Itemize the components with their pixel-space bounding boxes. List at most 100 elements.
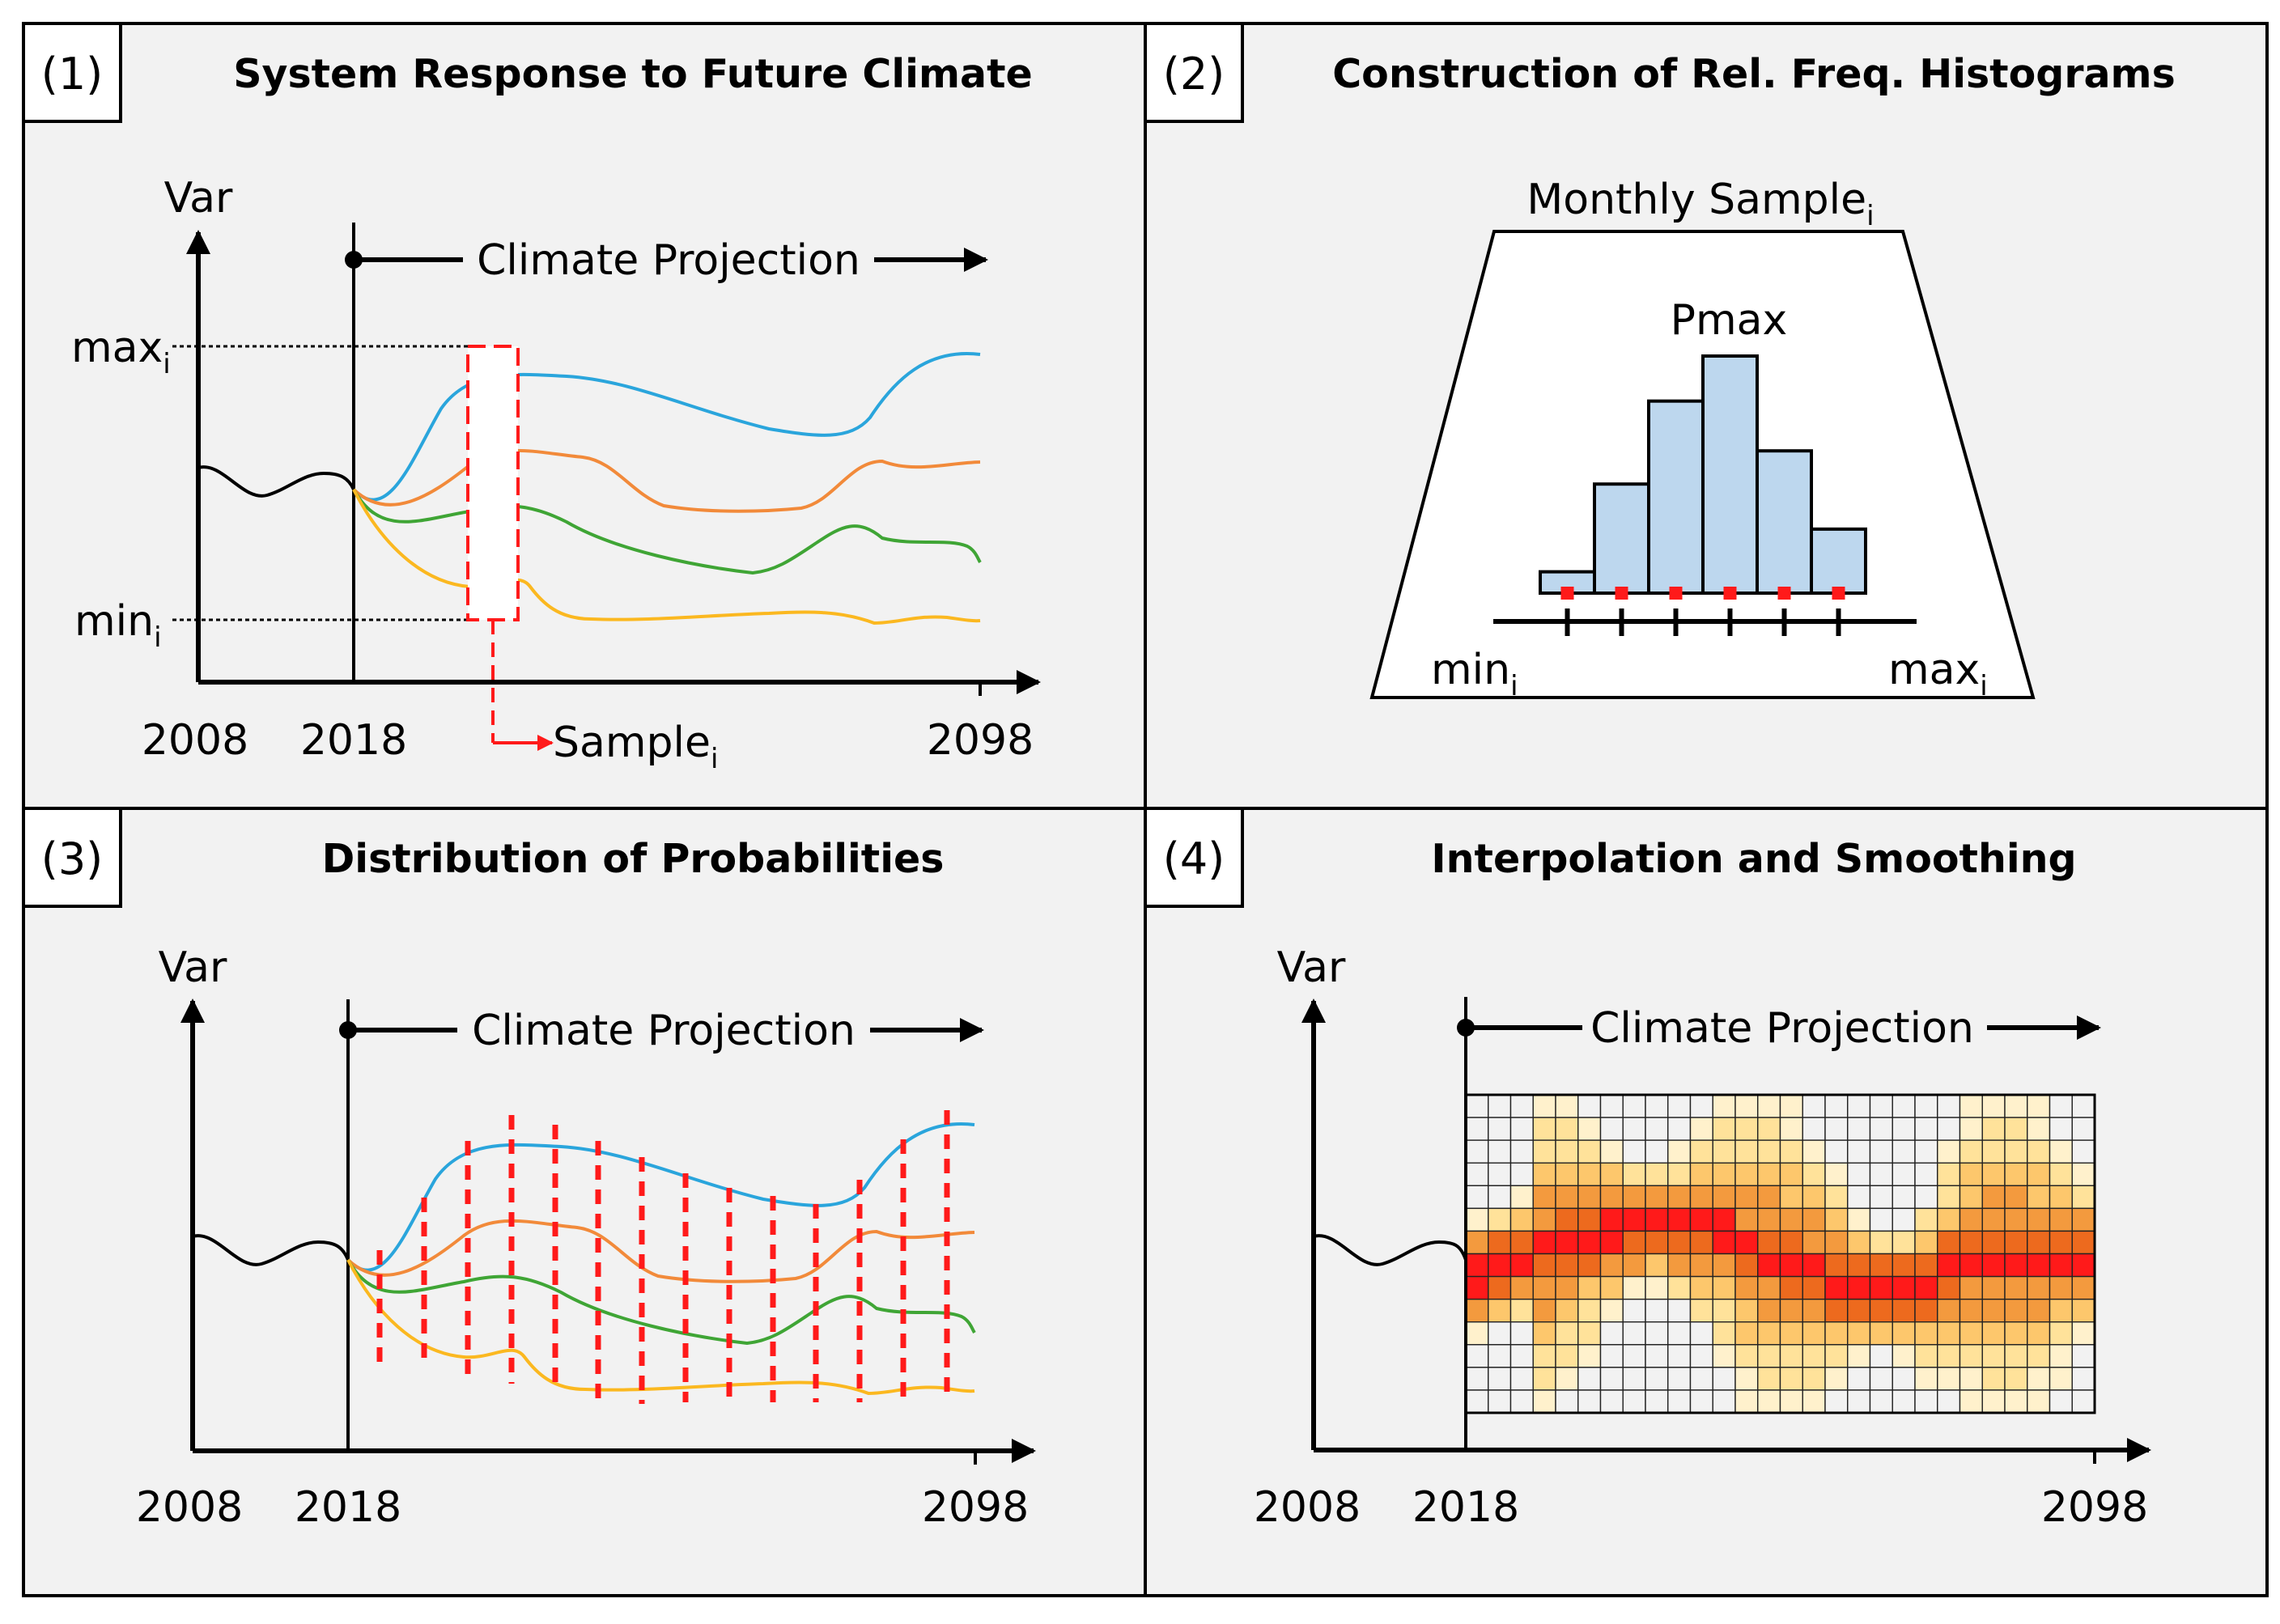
histogram-bar	[1647, 399, 1705, 596]
heat-cell	[1667, 1185, 1692, 1210]
heat-cell	[1532, 1275, 1556, 1300]
heat-cell	[1981, 1321, 2006, 1346]
heat-cell	[1645, 1367, 1669, 1391]
heat-cell	[1577, 1344, 1602, 1368]
heat-cell	[1488, 1389, 1512, 1414]
heat-cell	[1914, 1367, 1938, 1391]
heat-cell	[2027, 1367, 2051, 1391]
heat-cell	[2004, 1207, 2028, 1232]
heat-cell	[1488, 1367, 1512, 1391]
heat-cell	[1689, 1207, 1713, 1232]
heat-cell	[1734, 1162, 1759, 1186]
panel-1-chart: Climate Projection Var maxi mini Samplei…	[71, 174, 1041, 775]
heat-cell	[1802, 1367, 1826, 1391]
heat-cell	[1532, 1321, 1556, 1346]
heat-cell	[1689, 1389, 1713, 1414]
heat-cell	[1645, 1094, 1669, 1118]
heat-cell	[2027, 1321, 2051, 1346]
heat-cell	[1824, 1298, 1849, 1323]
series-orange	[346, 1219, 975, 1283]
heat-cell	[2071, 1094, 2095, 1118]
heat-cell	[1667, 1117, 1692, 1141]
heat-cell	[1577, 1139, 1602, 1164]
heat-cell	[1622, 1185, 1646, 1210]
heat-cell	[1824, 1094, 1849, 1118]
heat-cell	[1509, 1298, 1534, 1323]
heat-cell	[1937, 1344, 1961, 1368]
heat-cell	[1981, 1367, 2006, 1391]
heat-cell	[1622, 1162, 1646, 1186]
heat-cell	[1981, 1207, 2006, 1232]
heat-cell	[1599, 1275, 1624, 1300]
heat-cell	[1869, 1185, 1893, 1210]
heat-cell	[1577, 1298, 1602, 1323]
heat-cell	[1779, 1389, 1803, 1414]
heat-cell	[1914, 1275, 1938, 1300]
heat-cell	[1847, 1253, 1871, 1278]
heat-cell	[1488, 1207, 1512, 1232]
heat-cell	[1914, 1230, 1938, 1255]
heat-cell	[1577, 1207, 1602, 1232]
heat-cell	[2027, 1139, 2051, 1164]
heat-cell	[1645, 1185, 1669, 1210]
heat-cell	[1689, 1094, 1713, 1118]
max-label: maxi	[71, 324, 171, 380]
heat-cell	[2071, 1321, 2095, 1346]
heat-cell	[2027, 1298, 2051, 1323]
heat-cell	[1869, 1344, 1893, 1368]
heat-cell	[2027, 1230, 2051, 1255]
heat-cell	[1757, 1344, 1781, 1368]
heat-cell	[1465, 1298, 1489, 1323]
heat-cell	[1488, 1185, 1512, 1210]
heat-cell	[1959, 1321, 1983, 1346]
heat-cell	[1757, 1367, 1781, 1391]
heat-cell	[1465, 1162, 1489, 1186]
heat-cell	[1532, 1117, 1556, 1141]
heat-cell	[1599, 1139, 1624, 1164]
heat-cell	[1712, 1230, 1736, 1255]
heat-cell	[1465, 1185, 1489, 1210]
heat-cell	[1622, 1207, 1646, 1232]
x-tick-2008: 2008	[136, 1483, 243, 1532]
heat-cell	[2049, 1389, 2073, 1414]
heat-cell	[1869, 1139, 1893, 1164]
heat-cell	[1577, 1162, 1602, 1186]
heat-cell	[1847, 1344, 1871, 1368]
heat-cell	[1555, 1139, 1579, 1164]
heat-cell	[1645, 1230, 1669, 1255]
heat-cell	[1959, 1344, 1983, 1368]
heat-cell	[1959, 1298, 1983, 1323]
heat-cell	[1779, 1298, 1803, 1323]
heat-cell	[2004, 1298, 2028, 1323]
heat-cell	[2071, 1230, 2095, 1255]
heat-cell	[1712, 1094, 1736, 1118]
heat-cell	[2049, 1094, 2073, 1118]
heat-cell	[1689, 1275, 1713, 1300]
heat-cell	[1465, 1367, 1489, 1391]
heat-cell	[1869, 1253, 1893, 1278]
heat-cell	[1555, 1230, 1579, 1255]
heat-cell	[1734, 1344, 1759, 1368]
heat-cell	[1757, 1275, 1781, 1300]
heat-cell	[1645, 1321, 1669, 1346]
heat-cell	[1599, 1298, 1624, 1323]
heat-cell	[1779, 1275, 1803, 1300]
heat-cell	[1779, 1230, 1803, 1255]
heat-cell	[1824, 1117, 1849, 1141]
heat-cell	[2071, 1367, 2095, 1391]
heat-cell	[1869, 1298, 1893, 1323]
panel-3	[22, 807, 1147, 1597]
heat-cell	[1892, 1117, 1916, 1141]
heat-cell	[1959, 1094, 1983, 1118]
heat-cell	[1734, 1253, 1759, 1278]
heat-cell	[1509, 1367, 1534, 1391]
heat-cell	[1532, 1094, 1556, 1118]
heat-cell	[1937, 1185, 1961, 1210]
panel-1-title: System Response to Future Climate	[233, 51, 1033, 97]
monthly-sample-label: Monthly Samplei	[1526, 176, 1874, 232]
heat-cell	[1959, 1207, 1983, 1232]
heat-cell	[1555, 1162, 1579, 1186]
heat-cell	[1488, 1344, 1512, 1368]
heat-cell	[1509, 1389, 1534, 1414]
heat-cell	[2071, 1275, 2095, 1300]
